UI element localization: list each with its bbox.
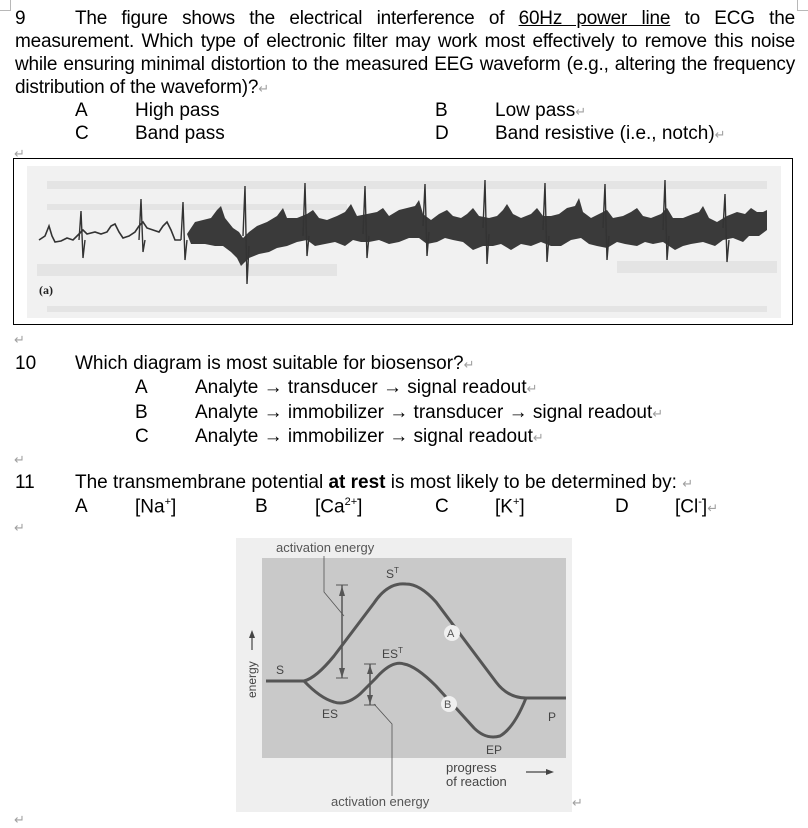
- figure-label: (a): [39, 283, 53, 297]
- q9-option-d-text: Band resistive (i.e., notch)↵: [495, 123, 726, 144]
- ecg-waveform-graphic: (a): [37, 179, 777, 312]
- energy-diagram-graphic: activation energy activation energy S ST…: [236, 538, 572, 812]
- q11-option-b-text: [Ca2+]: [315, 496, 363, 518]
- svg-text:energy: energy: [245, 661, 259, 698]
- q9-option-b: B: [435, 100, 448, 121]
- q9-option-b-text: Low pass↵: [495, 100, 587, 121]
- svg-text:EP: EP: [486, 743, 502, 757]
- svg-text:S: S: [276, 663, 284, 677]
- page-corner-mark: [0, 0, 11, 11]
- svg-text:progress: progress: [446, 760, 497, 775]
- q10-option-b-text: Analyte → immobilizer → transducer → sig…: [195, 402, 664, 423]
- question-11-number: 11: [15, 472, 35, 493]
- q11-option-d: D: [615, 496, 629, 517]
- svg-text:A: A: [447, 628, 455, 640]
- q11-option-a: A: [75, 496, 88, 517]
- question-number: 9: [15, 8, 26, 29]
- underlined-term: 60Hz power line: [518, 8, 671, 29]
- q9-option-d: D: [435, 123, 449, 144]
- q10-option-a-text: Analyte → transducer → signal readout↵: [195, 377, 538, 398]
- question-10-text: Which diagram is most suitable for biose…: [75, 353, 475, 374]
- q10-option-b: B: [135, 402, 148, 423]
- q11-option-d-text: [Cl-]↵: [675, 496, 719, 518]
- svg-text:ES: ES: [322, 707, 338, 721]
- q9-option-c: C: [75, 123, 89, 144]
- paragraph-mark: ↵: [14, 520, 25, 535]
- svg-text:P: P: [548, 710, 556, 724]
- svg-text:B: B: [444, 699, 451, 711]
- q11-option-b: B: [255, 496, 268, 517]
- bottom-activation-label: activation energy: [331, 794, 430, 809]
- svg-text:EST: EST: [382, 646, 403, 661]
- q9-option-c-text: Band pass: [135, 123, 225, 144]
- question-11-text: The transmembrane potential at rest is m…: [75, 472, 694, 493]
- q10-option-c: C: [135, 426, 149, 447]
- svg-text:ST: ST: [386, 566, 399, 581]
- activation-energy-figure: activation energy activation energy S ST…: [236, 538, 572, 812]
- q11-option-c-text: [K+]: [495, 496, 525, 518]
- q11-option-a-text: [Na+]: [135, 496, 177, 518]
- q10-option-c-text: Analyte → immobilizer → signal readout↵: [195, 426, 544, 447]
- paragraph-mark: ↵: [14, 332, 25, 347]
- paragraph-mark: ↵: [14, 452, 25, 467]
- q11-option-c: C: [435, 496, 449, 517]
- paragraph-mark: ↵: [14, 812, 25, 827]
- paragraph-mark: ↵: [14, 146, 25, 161]
- paragraph-mark: ↵: [572, 795, 583, 810]
- q10-option-a: A: [135, 377, 148, 398]
- ecg-figure-frame: (a): [13, 158, 793, 325]
- question-10-number: 10: [15, 353, 37, 374]
- q9-option-a-text: High pass: [135, 100, 220, 121]
- q9-option-a: A: [75, 100, 88, 121]
- top-activation-label: activation energy: [276, 540, 375, 555]
- ecg-figure-image: (a): [27, 166, 781, 318]
- question-9-text: 9 The figure shows the electrical interfe…: [15, 8, 795, 98]
- svg-text:of reaction: of reaction: [446, 774, 507, 789]
- page-corner-mark: [797, 0, 808, 11]
- bold-term: at rest: [328, 472, 386, 493]
